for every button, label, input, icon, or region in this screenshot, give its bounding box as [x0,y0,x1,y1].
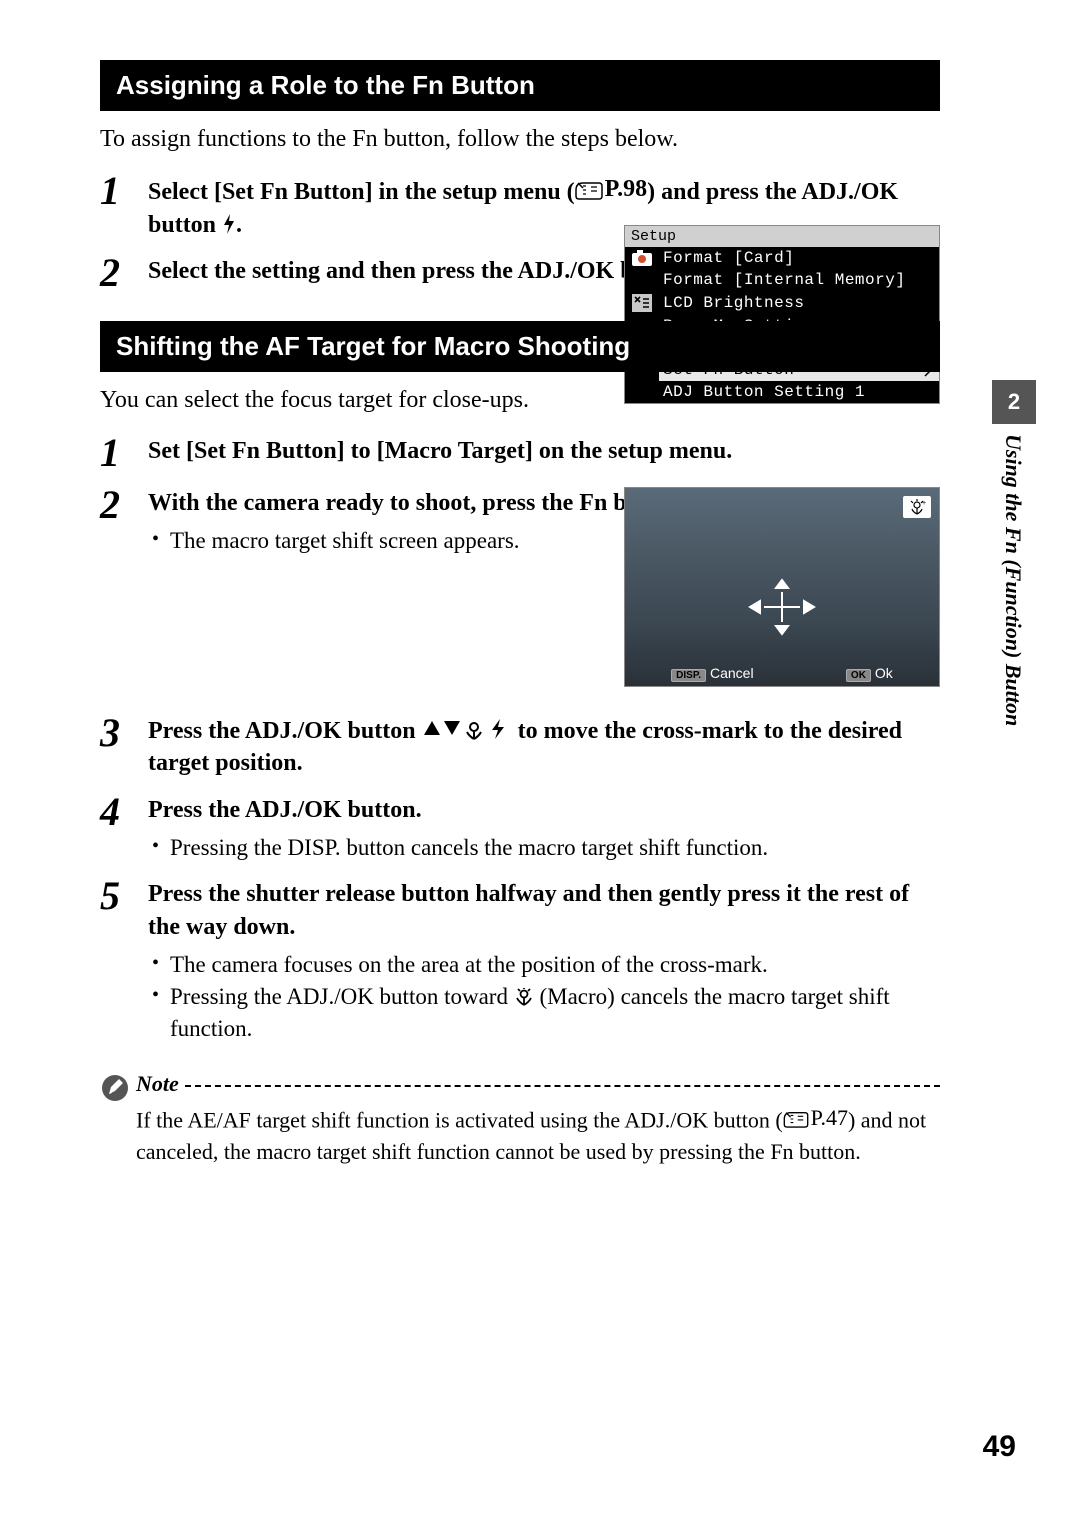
macro-flower-corner-icon: + [903,496,931,518]
s2-step3-title: Press the ADJ./OK button to move the cro… [148,715,940,780]
note-pencil-icon [100,1073,136,1108]
chapter-sidebar: 2 Using the Fn (Function) Button [992,380,1040,1160]
setup-item-1: Format [Internal Memory] [659,269,939,291]
setup-item-0: Format [Card] [659,247,939,269]
step-number: 2 [100,485,148,525]
s2-step5-title: Press the shutter release button halfway… [148,878,940,943]
note-block: Note If the AE/AF target shift function … [100,1071,940,1167]
step-number: 1 [100,171,148,211]
cross-mark-cursor [722,564,842,650]
wrench-icon [625,291,659,315]
step-number: 1 [100,433,148,473]
setup-menu-title: Setup [625,226,939,247]
macro-target-screenshot: + [624,487,940,687]
cancel-label: DISP.Cancel [671,665,753,682]
note-label: Note [136,1071,179,1097]
s2-step4-title: Press the ADJ./OK button. [148,794,940,826]
setup-item-2: LCD Brightness [659,292,939,314]
s2-step5-bullet-1: Pressing the ADJ./OK button toward (Macr… [148,981,940,1045]
s2-step5-bullet-0: The camera focuses on the area at the po… [148,949,940,981]
macro-flower-icon [514,987,534,1007]
flash-icon [222,213,236,235]
reference-icon [575,180,603,200]
section2-step-4: 4 Press the ADJ./OK button. Pressing the… [100,794,940,865]
ok-label: OKOk [846,665,893,682]
note-text: If the AE/AF target shift function is ac… [136,1103,940,1167]
chapter-title: Using the Fn (Function) Button [1002,434,1024,726]
section-heading-1: Assigning a Role to the Fn Button [100,60,940,111]
step-number: 3 [100,713,148,753]
page-number: 49 [983,1430,1016,1464]
direction-icons-group [422,717,512,741]
section1-intro: To assign functions to the Fn button, fo… [100,123,940,155]
s2-step1-title: Set [Set Fn Button] to [Macro Target] on… [148,435,940,467]
step-number: 4 [100,792,148,832]
svg-text:+: + [922,500,926,507]
step-number: 5 [100,876,148,916]
s2-step2-bullet: The macro target shift screen appears. [148,525,940,557]
step-number: 2 [100,253,148,293]
chapter-number: 2 [992,380,1036,424]
section2-step-1: 1 Set [Set Fn Button] to [Macro Target] … [100,435,940,473]
camera-mode-icon [625,247,659,269]
section2-intro: You can select the focus target for clos… [100,384,940,416]
reference-icon [783,1110,809,1128]
section2-step-3: 3 Press the ADJ./OK button to move the c… [100,715,940,780]
note-divider [185,1085,940,1087]
s2-step4-bullet: Pressing the DISP. button cancels the ma… [148,832,940,864]
section-heading-2: Shifting the AF Target for Macro Shootin… [100,321,940,372]
section2-step-5: 5 Press the shutter release button halfw… [100,878,940,1045]
